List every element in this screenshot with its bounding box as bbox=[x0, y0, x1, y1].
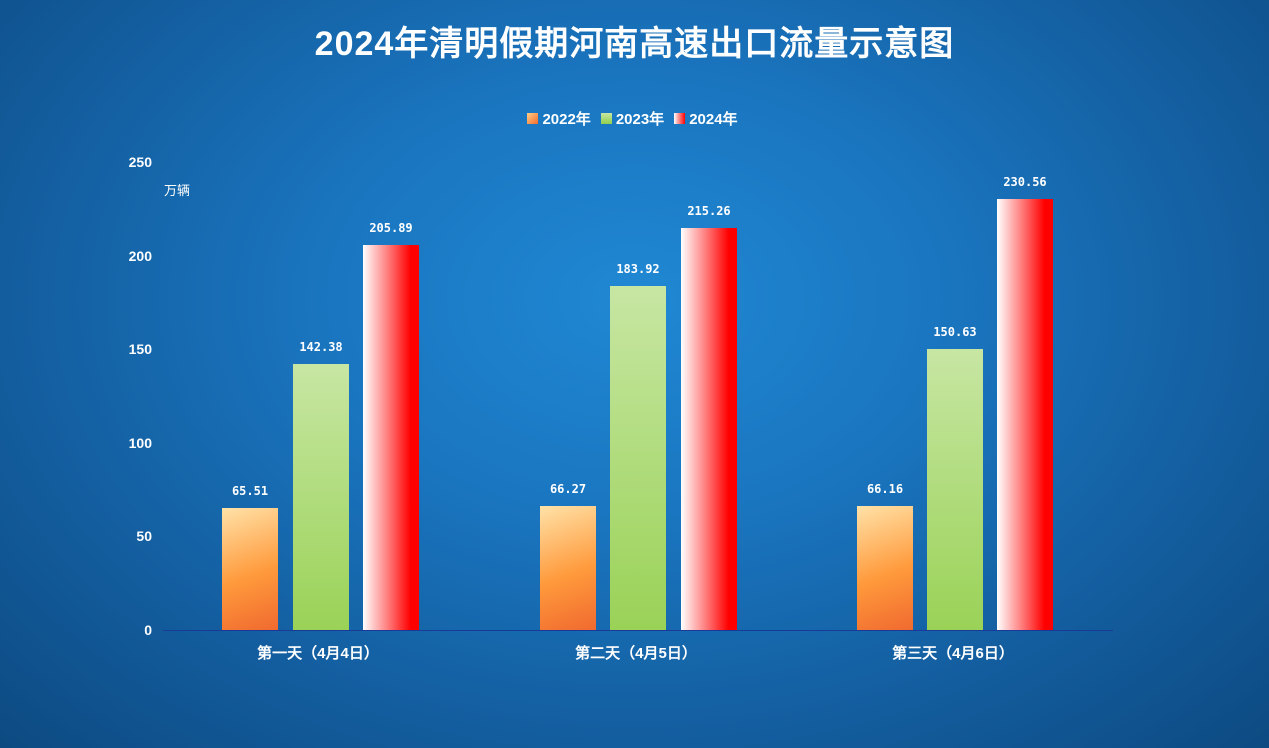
bar-day3-2024[interactable] bbox=[997, 199, 1053, 630]
value-label-day3-2023: 150.63 bbox=[933, 324, 977, 339]
y-tick-0: 0 bbox=[144, 622, 152, 638]
x-label-day3: 第三天（4月6日） bbox=[892, 645, 1014, 662]
legend-swatch-2022 bbox=[527, 113, 539, 124]
legend-item-2024[interactable]: 2024年 bbox=[674, 108, 738, 129]
y-axis-unit: 万辆 bbox=[164, 183, 191, 198]
bar-day1-2023[interactable] bbox=[293, 364, 349, 630]
value-label-day1-2024: 205.89 bbox=[369, 221, 413, 236]
y-tick-150: 150 bbox=[128, 341, 152, 357]
y-tick-100: 100 bbox=[128, 435, 152, 451]
legend-label-2022: 2022年 bbox=[542, 111, 591, 128]
y-tick-200: 200 bbox=[128, 248, 152, 264]
value-label-day2-2022: 66.27 bbox=[549, 482, 587, 497]
x-label-day1: 第一天（4月4日） bbox=[257, 645, 379, 662]
bar-day1-2024[interactable] bbox=[363, 245, 419, 630]
chart-title: 2024年清明假期河南高速出口流量示意图 bbox=[314, 25, 955, 63]
legend-swatch-2024 bbox=[674, 113, 686, 124]
y-tick-250: 250 bbox=[128, 154, 152, 170]
value-label-day1-2023: 142.38 bbox=[299, 340, 343, 355]
value-label-day2-2023: 183.92 bbox=[616, 262, 660, 277]
legend-item-2022[interactable]: 2022年 bbox=[527, 108, 591, 129]
value-label-day3-2022: 66.16 bbox=[866, 482, 904, 497]
bar-day1-2022[interactable] bbox=[222, 507, 278, 630]
value-label-day3-2024: 230.56 bbox=[1003, 175, 1047, 190]
legend-label-2024: 2024年 bbox=[689, 111, 738, 128]
legend-swatch-2023 bbox=[600, 113, 612, 124]
bar-day2-2024[interactable] bbox=[681, 227, 737, 630]
bar-day2-2022[interactable] bbox=[540, 506, 596, 630]
value-label-day1-2022: 65.51 bbox=[231, 483, 269, 498]
value-label-day2-2024: 215.26 bbox=[687, 203, 731, 218]
y-tick-50: 50 bbox=[136, 528, 152, 544]
bar-day2-2023[interactable] bbox=[610, 286, 666, 630]
bar-day3-2022[interactable] bbox=[857, 506, 913, 630]
legend-label-2023: 2023年 bbox=[615, 111, 665, 128]
legend: 2022年 2023年 2024年 bbox=[0, 108, 1269, 129]
x-label-day2: 第二天（4月5日） bbox=[575, 645, 697, 662]
legend-item-2023[interactable]: 2023年 bbox=[600, 108, 665, 129]
x-axis-line bbox=[163, 630, 1113, 631]
bar-day3-2023[interactable] bbox=[927, 348, 983, 630]
